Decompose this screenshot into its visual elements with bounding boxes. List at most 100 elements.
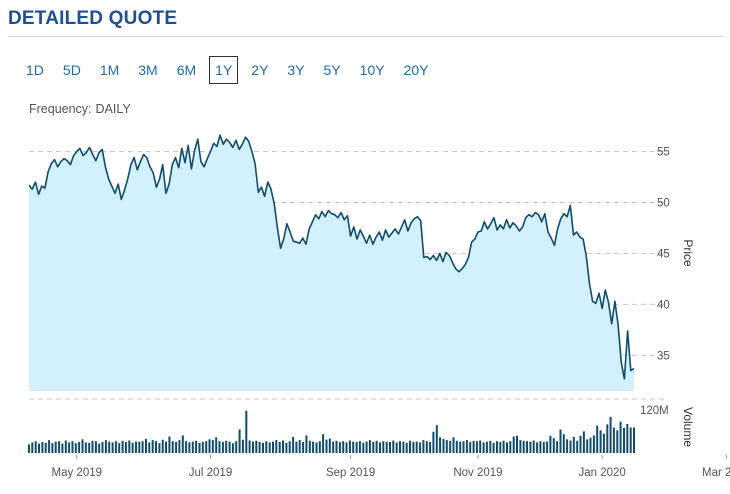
volume-bar (529, 441, 532, 453)
volume-bar (31, 442, 34, 453)
volume-bar (195, 440, 198, 453)
range-tab-1m[interactable]: 1M (99, 62, 120, 78)
volume-bar (623, 427, 625, 453)
volume-bar (345, 442, 348, 453)
range-tab-20y[interactable]: 20Y (403, 62, 429, 78)
volume-bar (94, 441, 97, 453)
volume-bar (335, 440, 338, 453)
volume-bar (362, 442, 365, 453)
volume-bar (556, 441, 559, 453)
volume-bar (619, 421, 622, 453)
volume-bar (175, 442, 178, 453)
volume-bar (282, 440, 284, 453)
price-area (29, 135, 634, 391)
volume-bar (516, 435, 518, 453)
quote-header: DETAILED QUOTE (8, 6, 723, 37)
range-tab-2y[interactable]: 2Y (251, 62, 269, 78)
volume-bar (315, 442, 318, 453)
volume-bar (536, 442, 539, 453)
volume-bar (633, 427, 635, 453)
volume-bar (111, 442, 114, 453)
volume-bar (138, 442, 141, 453)
volume-bar (596, 425, 599, 453)
volume-bar (268, 442, 271, 453)
volume-bar (124, 442, 127, 453)
range-tab-1y[interactable]: 1Y (209, 56, 239, 84)
volume-bar (128, 440, 131, 453)
x-tick-label: Jul 2019 (189, 467, 232, 479)
range-tab-1d[interactable]: 1D (26, 62, 44, 78)
range-tab-6m[interactable]: 6M (176, 62, 197, 78)
page-title: DETAILED QUOTE (8, 8, 178, 29)
volume-bar (542, 442, 545, 453)
volume-bar (312, 441, 315, 453)
volume-bar (44, 442, 47, 453)
frequency-value: DAILY (95, 102, 131, 116)
volume-bar (91, 440, 94, 453)
volume-bar (522, 440, 525, 453)
volume-bar (599, 430, 602, 453)
volume-bar (135, 441, 137, 453)
volume-bar (429, 442, 432, 453)
volume-bar (305, 435, 308, 453)
volume-bar (308, 440, 311, 453)
volume-bar (385, 441, 388, 453)
volume-bar (114, 441, 117, 453)
volume-bar (512, 436, 515, 453)
volume-bar (452, 437, 455, 453)
range-tab-3m[interactable]: 3M (138, 62, 158, 78)
volume-bar (609, 416, 612, 453)
volume-bar (74, 443, 77, 453)
frequency-indicator: Frequency: DAILY (29, 102, 131, 116)
volume-bar (255, 440, 258, 453)
volume-bar (225, 440, 228, 453)
price-series-line[interactable] (28, 134, 635, 380)
volume-bar (161, 439, 164, 453)
volume-bar (288, 441, 291, 453)
volume-bar (405, 442, 408, 453)
volume-bar (395, 442, 398, 453)
volume-bar (612, 427, 615, 453)
volume-bar (586, 439, 589, 453)
volume-bar (88, 442, 91, 453)
volume-bar (61, 443, 64, 453)
range-tab-5d[interactable]: 5D (62, 62, 81, 78)
range-tab-5y[interactable]: 5Y (323, 62, 341, 78)
range-tab-10y[interactable]: 10Y (359, 62, 385, 78)
volume-bar (262, 442, 264, 453)
volume-bar (38, 443, 40, 453)
volume-bar (342, 441, 345, 453)
volume-bar (375, 440, 378, 453)
volume-bar (469, 442, 472, 453)
x-tick-label: Sep 2019 (326, 467, 375, 479)
volume-bar (51, 443, 54, 453)
volume-bar (208, 439, 211, 453)
volume-bar (241, 439, 244, 453)
volume-bar (415, 441, 418, 453)
volume-bar (302, 442, 305, 453)
volume-bar (368, 440, 371, 453)
volume-bar (355, 442, 358, 453)
volume-bar (121, 440, 124, 453)
volume-bar (231, 443, 234, 453)
volume-bar (272, 441, 274, 453)
volume-bar (389, 442, 391, 453)
volume-bar (496, 441, 498, 453)
volume-bar (322, 434, 325, 453)
volume-bar (64, 440, 67, 453)
price-tick-label: 40 (657, 299, 670, 311)
volume-bar (399, 441, 401, 453)
volume-bar (141, 441, 144, 453)
volume-bar (462, 441, 465, 453)
volume-bar (472, 440, 475, 453)
x-tick-label: Nov 2019 (453, 467, 502, 479)
volume-axis-title: Volume (681, 407, 695, 447)
price-tick-label: 45 (657, 248, 670, 260)
price-tick-label: 50 (657, 197, 670, 209)
volume-bar (432, 431, 435, 453)
range-tab-3y[interactable]: 3Y (287, 62, 305, 78)
volume-bar (502, 440, 505, 453)
volume-bar (365, 441, 368, 453)
price-tick-label: 35 (657, 350, 670, 362)
